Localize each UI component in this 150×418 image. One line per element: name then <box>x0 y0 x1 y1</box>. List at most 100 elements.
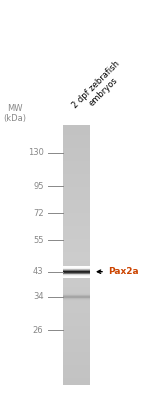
Bar <box>63 194 90 197</box>
Bar <box>63 294 90 295</box>
Bar <box>63 368 90 372</box>
Bar <box>63 266 90 267</box>
Bar <box>63 190 90 194</box>
Bar <box>63 314 90 317</box>
Bar <box>63 365 90 369</box>
Bar <box>63 252 90 255</box>
Bar <box>63 232 90 236</box>
Bar <box>63 297 90 298</box>
Bar <box>63 274 90 275</box>
Bar <box>63 293 90 294</box>
Bar <box>63 142 90 145</box>
Bar <box>63 210 90 213</box>
Bar <box>63 323 90 327</box>
Bar <box>63 158 90 161</box>
Bar <box>63 297 90 298</box>
Bar <box>63 372 90 375</box>
Bar <box>63 125 90 129</box>
Bar <box>63 362 90 365</box>
Bar <box>63 161 90 165</box>
Bar <box>63 181 90 184</box>
Bar <box>63 378 90 382</box>
Text: 130: 130 <box>28 148 43 157</box>
Text: 72: 72 <box>33 209 44 218</box>
Bar <box>63 219 90 223</box>
Bar <box>63 299 90 300</box>
Bar <box>63 273 90 274</box>
Bar <box>63 168 90 171</box>
Bar <box>63 177 90 181</box>
Bar <box>63 197 90 200</box>
Bar <box>63 138 90 142</box>
Bar <box>63 206 90 210</box>
Text: 55: 55 <box>33 236 44 245</box>
Bar <box>63 307 90 311</box>
Text: 2 dpf zebrafish
embryos: 2 dpf zebrafish embryos <box>70 59 129 117</box>
Bar <box>63 300 90 301</box>
Bar <box>63 284 90 288</box>
Bar <box>63 316 90 320</box>
Bar <box>63 276 90 277</box>
Text: 26: 26 <box>33 326 44 335</box>
Bar <box>63 293 90 294</box>
Text: MW
(kDa): MW (kDa) <box>3 104 27 123</box>
Bar <box>63 236 90 239</box>
Bar <box>63 295 90 296</box>
Bar <box>63 294 90 295</box>
Bar <box>63 298 90 299</box>
Bar <box>63 270 90 271</box>
Bar <box>63 255 90 259</box>
Bar <box>63 296 90 297</box>
Bar <box>63 171 90 174</box>
Bar <box>63 216 90 220</box>
Bar <box>63 213 90 217</box>
Bar <box>63 164 90 168</box>
Bar <box>63 297 90 301</box>
Bar <box>63 375 90 379</box>
Bar <box>63 242 90 246</box>
Bar <box>63 271 90 275</box>
Bar <box>63 320 90 324</box>
Bar <box>63 271 90 272</box>
Bar <box>63 239 90 242</box>
Bar <box>63 303 90 307</box>
Bar <box>63 155 90 158</box>
Bar <box>63 326 90 330</box>
Bar <box>63 301 90 304</box>
Bar <box>63 278 90 281</box>
Bar <box>63 151 90 155</box>
Bar <box>63 174 90 178</box>
Bar <box>63 275 90 276</box>
Bar <box>63 346 90 349</box>
Bar <box>63 352 90 356</box>
Text: 95: 95 <box>33 181 44 191</box>
Bar <box>63 268 90 269</box>
Bar <box>63 339 90 343</box>
Bar <box>63 269 90 270</box>
Bar <box>63 222 90 226</box>
Bar <box>63 291 90 294</box>
Bar <box>63 132 90 135</box>
Bar <box>63 288 90 291</box>
Bar <box>63 381 90 385</box>
Bar <box>63 294 90 298</box>
Bar <box>63 333 90 336</box>
Bar <box>63 342 90 346</box>
Bar <box>63 272 90 273</box>
Bar <box>63 268 90 272</box>
Bar <box>63 148 90 152</box>
Bar <box>63 273 90 274</box>
Text: 43: 43 <box>33 267 44 276</box>
Bar <box>63 281 90 285</box>
Bar <box>63 275 90 278</box>
Bar <box>63 200 90 204</box>
Bar <box>63 184 90 187</box>
Bar <box>63 298 90 299</box>
Bar <box>63 226 90 229</box>
Bar <box>63 329 90 333</box>
Bar <box>63 248 90 252</box>
Bar <box>63 349 90 353</box>
Bar <box>63 229 90 233</box>
Bar <box>63 187 90 191</box>
Bar <box>63 145 90 148</box>
